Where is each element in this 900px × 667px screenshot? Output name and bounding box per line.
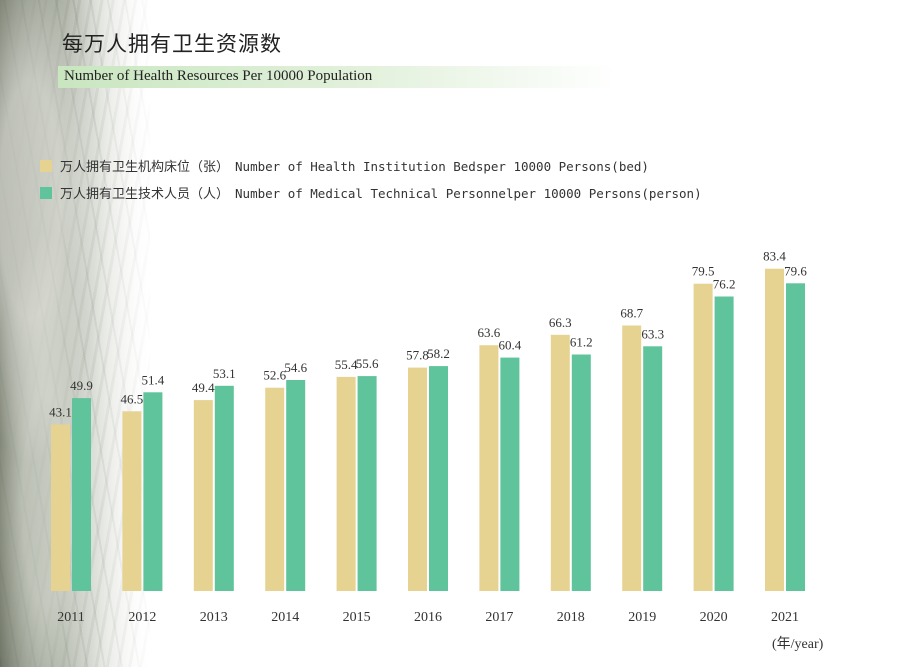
data-label-personnel-2018: 61.2: [570, 335, 593, 350]
legend-label-personnel-en: Number of Medical Technical Personnelper…: [235, 186, 702, 201]
bar-personnel-2021: [786, 283, 805, 591]
legend-label-beds-cn: 万人拥有卫生机构床位（张）: [60, 160, 230, 175]
data-label-beds-2016: 57.8: [406, 348, 429, 363]
x-tick-label-2020: 2020: [700, 610, 728, 625]
bar-personnel-2016: [429, 366, 448, 591]
data-label-personnel-2012: 51.4: [142, 372, 165, 387]
bar-personnel-2020: [714, 296, 734, 591]
data-label-personnel-2019: 63.3: [641, 326, 664, 341]
data-label-personnel-2017: 60.4: [499, 338, 522, 353]
bar-personnel-2018: [571, 354, 591, 591]
data-label-beds-2017: 63.6: [478, 325, 501, 340]
bar-beds-2016: [408, 367, 427, 591]
x-tick-label-2011: 2011: [57, 610, 84, 625]
data-label-personnel-2021: 79.6: [784, 263, 807, 278]
data-label-personnel-2020: 76.2: [713, 277, 736, 292]
x-tick-label-2016: 2016: [414, 610, 442, 625]
data-label-beds-2020: 79.5: [692, 264, 715, 279]
bar-personnel-2014: [286, 380, 306, 591]
x-tick-label-2018: 2018: [557, 610, 585, 625]
legend-label-personnel-cn: 万人拥有卫生技术人员（人）: [60, 187, 230, 202]
bar-personnel-2012: [143, 392, 163, 591]
page-title-cn: 每万人拥有卫生资源数: [62, 32, 282, 56]
bar-beds-2014: [265, 387, 285, 591]
data-label-beds-2012: 46.5: [121, 391, 144, 406]
data-label-personnel-2011: 49.9: [70, 378, 93, 393]
data-label-beds-2013: 49.4: [192, 380, 215, 395]
x-tick-label-2012: 2012: [128, 610, 156, 625]
data-label-beds-2014: 52.6: [263, 368, 286, 383]
data-label-beds-2018: 66.3: [549, 315, 572, 330]
legend-swatch-personnel: [40, 187, 52, 199]
x-tick-label-2019: 2019: [628, 610, 656, 625]
bar-beds-2013: [193, 400, 213, 591]
bar-personnel-2013: [214, 385, 234, 591]
bar-personnel-2015: [357, 376, 377, 591]
bar-personnel-2017: [500, 357, 520, 591]
data-label-personnel-2015: 55.6: [356, 356, 379, 371]
legend-swatch-beds: [40, 160, 52, 172]
data-label-personnel-2013: 53.1: [213, 366, 236, 381]
bar-beds-2012: [122, 411, 142, 591]
page-title-en: Number of Health Resources Per 10000 Pop…: [64, 68, 373, 84]
bar-beds-2018: [550, 334, 570, 591]
x-tick-label-2021: 2021: [771, 610, 799, 625]
bar-personnel-2019: [643, 346, 663, 591]
data-label-beds-2019: 68.7: [620, 306, 643, 321]
bar-beds-2019: [622, 325, 642, 591]
bar-beds-2021: [765, 268, 784, 591]
legend-item-personnel: 万人拥有卫生技术人员（人） Number of Medical Technical…: [40, 183, 702, 202]
x-axis-unit-label: (年/year): [772, 637, 824, 652]
legend-label-beds-en: Number of Health Institution Bedsper 100…: [235, 159, 649, 174]
bar-beds-2017: [479, 345, 499, 591]
legend-item-beds: 万人拥有卫生机构床位（张） Number of Health Institutio…: [40, 156, 649, 175]
x-tick-label-2014: 2014: [271, 610, 299, 625]
title-band: [58, 66, 618, 88]
bar-beds-2020: [693, 283, 713, 591]
bar-personnel-2011: [72, 398, 91, 591]
bar-beds-2015: [336, 376, 356, 591]
x-tick-label-2017: 2017: [485, 610, 513, 625]
x-tick-label-2013: 2013: [200, 610, 228, 625]
data-label-beds-2015: 55.4: [335, 357, 358, 372]
data-label-personnel-2014: 54.6: [284, 360, 307, 375]
x-tick-label-2015: 2015: [343, 610, 371, 625]
bar-beds-2011: [51, 424, 70, 591]
data-label-personnel-2016: 58.2: [427, 346, 450, 361]
data-label-beds-2011: 43.1: [49, 404, 72, 419]
data-label-beds-2021: 83.4: [763, 249, 786, 264]
